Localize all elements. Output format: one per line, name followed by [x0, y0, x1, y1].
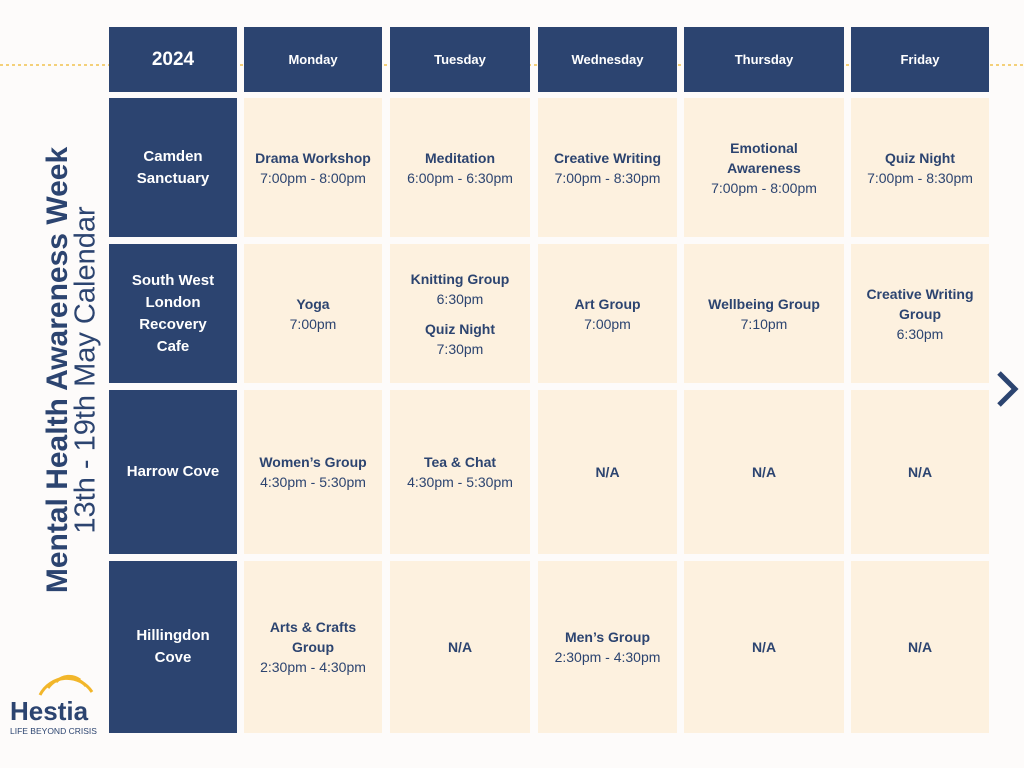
calendar-cell: N/A [851, 561, 989, 733]
day-header: Wednesday [538, 27, 677, 92]
calendar-cell: Wellbeing Group 7:10pm [684, 244, 844, 383]
event: Women’s Group 4:30pm - 5:30pm [259, 452, 366, 492]
event-name: Quiz Night [425, 320, 495, 337]
location: South West London Recovery Cafe [109, 244, 237, 383]
event: Yoga 7:00pm [290, 294, 337, 334]
event-time: 2:30pm - 4:30pm [554, 649, 661, 665]
event: N/A [448, 637, 472, 657]
event: Drama Workshop 7:00pm - 8:00pm [255, 148, 371, 188]
event: Men’s Group 2:30pm - 4:30pm [555, 627, 661, 667]
event-name: Women’s Group [259, 454, 367, 470]
event: Creative Writing 7:00pm - 8:30pm [554, 148, 661, 188]
event-name: N/A [751, 464, 777, 480]
calendar-cell: Tea & Chat 4:30pm - 5:30pm [390, 390, 530, 554]
event-name: Quiz Night [885, 149, 955, 166]
event-name: Drama Workshop [255, 149, 371, 166]
calendar-cell: N/A [684, 561, 844, 733]
event: Creative Writing Group 6:30pm [861, 284, 979, 344]
calendar-cell: N/A [684, 390, 844, 554]
calendar-cell: Emotional Awareness 7:00pm - 8:00pm [684, 98, 844, 237]
event-name: N/A [447, 639, 473, 655]
event-time: 2:30pm - 4:30pm [260, 659, 366, 675]
calendar-cell: Knitting Group 6:30pm Quiz Night 7:30pm [390, 244, 530, 383]
event-time: 7:00pm [584, 315, 631, 332]
calendar-cell: N/A [851, 390, 989, 554]
event-time: 7:00pm [289, 315, 337, 332]
logo-name: Hestia [10, 696, 89, 726]
calendar-cell: Yoga 7:00pm [244, 244, 382, 383]
calendar-cell: Women’s Group 4:30pm - 5:30pm [244, 390, 382, 554]
calendar-cell: Men’s Group 2:30pm - 4:30pm [538, 561, 677, 733]
event: Art Group 7:00pm [574, 294, 640, 334]
event-time: 7:30pm [436, 340, 484, 357]
location: Hillingdon Cove [109, 561, 237, 733]
event-name: Creative Writing Group [866, 285, 974, 322]
event-name: Arts & Crafts Group [269, 619, 357, 655]
event-name: N/A [907, 464, 933, 480]
location: Harrow Cove [109, 390, 237, 554]
event: Meditation 6:00pm - 6:30pm [407, 148, 513, 188]
event: Quiz Night 7:00pm - 8:30pm [867, 148, 973, 188]
event-time: 4:30pm - 5:30pm [407, 474, 513, 490]
event: N/A [595, 462, 619, 482]
calendar-cell: Meditation 6:00pm - 6:30pm [390, 98, 530, 237]
calendar-cell: Creative Writing 7:00pm - 8:30pm [538, 98, 677, 237]
event-time: 7:00pm - 8:30pm [867, 169, 973, 186]
event-name: Knitting Group [410, 270, 510, 287]
calendar-cell: Art Group 7:00pm [538, 244, 677, 383]
event-time: 7:00pm - 8:30pm [554, 169, 661, 186]
event: N/A [908, 637, 932, 657]
event-time: 6:00pm - 6:30pm [407, 169, 513, 186]
event-time: 6:30pm [896, 325, 944, 342]
subtitle: 13th - 19th May Calendar [69, 206, 102, 534]
event-time: 6:30pm [436, 290, 484, 307]
event-name: Wellbeing Group [708, 295, 820, 312]
location: Camden Sanctuary [109, 98, 237, 237]
event-time: 4:30pm - 5:30pm [260, 474, 366, 490]
event: Emotional Awareness 7:00pm - 8:00pm [694, 138, 834, 198]
event: Wellbeing Group 7:10pm [708, 294, 820, 334]
calendar-cell: Drama Workshop 7:00pm - 8:00pm [244, 98, 382, 237]
day-header: Tuesday [390, 27, 530, 92]
event-name: Meditation [425, 149, 495, 166]
calendar-cell: Creative Writing Group 6:30pm [851, 244, 989, 383]
event-name: Yoga [296, 295, 330, 312]
event: N/A [752, 462, 776, 482]
calendar-cell: Quiz Night 7:00pm - 8:30pm [851, 98, 989, 237]
event: N/A [908, 462, 932, 482]
year-header: 2024 [109, 27, 237, 92]
calendar-cell: N/A [390, 561, 530, 733]
calendar-cell: N/A [538, 390, 677, 554]
day-header: Thursday [684, 27, 844, 92]
event: Knitting Group 6:30pm [411, 269, 510, 309]
event-name: N/A [751, 639, 777, 655]
event-name: N/A [595, 464, 620, 480]
event-time: 7:00pm - 8:00pm [711, 179, 817, 196]
day-header: Friday [851, 27, 989, 92]
event-time: 7:00pm - 8:00pm [260, 169, 366, 186]
event-name: N/A [907, 639, 933, 655]
event: Tea & Chat 4:30pm - 5:30pm [407, 452, 513, 492]
event-name: Men’s Group [564, 629, 651, 645]
event-name: Art Group [574, 295, 641, 312]
event: Quiz Night 7:30pm [425, 319, 495, 359]
next-arrow[interactable] [997, 371, 1019, 407]
event-time: 7:10pm [740, 315, 788, 332]
sun-icon [38, 674, 94, 696]
calendar-cell: Arts & Crafts Group 2:30pm - 4:30pm [244, 561, 382, 733]
event: Arts & Crafts Group 2:30pm - 4:30pm [254, 617, 372, 677]
day-header: Monday [244, 27, 382, 92]
event: N/A [752, 637, 776, 657]
event-name: Emotional Awareness [727, 139, 801, 176]
event-name: Creative Writing [553, 149, 662, 166]
event-name: Tea & Chat [423, 454, 497, 470]
logo-tagline: LIFE BEYOND CRISIS [10, 726, 97, 736]
